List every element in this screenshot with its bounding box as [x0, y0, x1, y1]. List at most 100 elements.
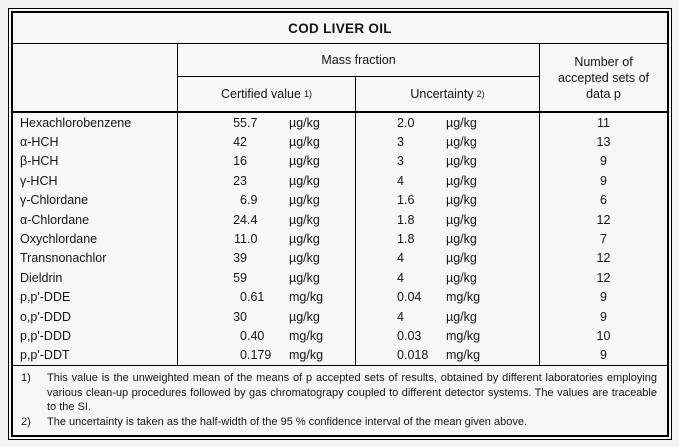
certified-value-unit: µg/kg — [289, 232, 320, 247]
footnote-1-label: 1) — [21, 372, 31, 384]
uncertainty-cell: 3 µg/kg — [356, 151, 540, 172]
certified-value-cell: 0.40 mg/kg — [178, 326, 356, 346]
table-header: Mass fraction Certified value 1) Uncertai… — [13, 44, 667, 113]
table-row: Transnonachlor 39 µg/kg 4 µg/kg 12 — [13, 248, 667, 269]
certified-value-unit: µg/kg — [289, 173, 320, 188]
footnote-1-text: This value is the unweighted mean of the… — [47, 372, 657, 413]
uncertainty-frac: .0 — [404, 115, 415, 130]
header-accepted-sets: Number of accepted sets of data p — [557, 54, 650, 101]
certified-value-int: 23 — [233, 173, 247, 188]
uncertainty-unit: µg/kg — [446, 193, 477, 208]
uncertainty-int: 4 — [397, 270, 404, 285]
analyte-name: Transnonachlor — [13, 248, 178, 269]
analyte-name: γ-HCH — [13, 171, 178, 191]
certified-value-frac: .7 — [247, 115, 258, 130]
table-row: γ-HCH 23 µg/kg 4 µg/kg 9 — [13, 171, 667, 191]
uncertainty-unit: mg/kg — [446, 290, 481, 305]
table-row: p,p'-DDD 0.40 mg/kg 0.03 mg/kg 10 — [13, 326, 667, 346]
certified-value-unit: µg/kg — [289, 212, 320, 227]
header-certified-value: Certified value 1) — [178, 77, 356, 111]
certified-value-int: 42 — [233, 135, 247, 150]
certified-value-unit: µg/kg — [289, 251, 320, 266]
certified-value-int: 55 — [233, 115, 247, 130]
table-title: COD LIVER OIL — [13, 13, 667, 44]
certified-value-cell: 0.61 mg/kg — [178, 287, 356, 307]
footnote-ref-1: 1) — [303, 89, 312, 99]
footnotes-section: 1) This value is the unweighted mean of … — [13, 365, 667, 435]
accepted-sets-count: 9 — [600, 173, 607, 188]
certificate-table: COD LIVER OIL Mass fraction Certified va… — [8, 8, 672, 440]
certified-value-int: 30 — [233, 309, 247, 324]
accepted-sets-count: 10 — [596, 328, 611, 343]
certified-value-int: 0 — [240, 348, 247, 363]
certified-value-frac: .179 — [247, 348, 272, 363]
certified-value-unit: µg/kg — [289, 309, 320, 324]
uncertainty-unit: mg/kg — [446, 348, 481, 363]
table-row: p,p'-DDE 0.61 mg/kg 0.04 mg/kg 9 — [13, 287, 667, 307]
table-row: β-HCH 16 µg/kg 3 µg/kg 9 — [13, 151, 667, 172]
accepted-sets-count: 9 — [600, 348, 607, 363]
uncertainty-unit: mg/kg — [446, 328, 481, 343]
header-certified-value-label: Certified value — [221, 87, 301, 101]
uncertainty-int: 0 — [397, 290, 404, 305]
uncertainty-frac: .8 — [404, 212, 415, 227]
certified-value-int: 0 — [240, 290, 247, 305]
accepted-sets-count: 11 — [597, 115, 610, 130]
accepted-sets-count: 9 — [600, 309, 607, 324]
table-row: α-HCH 42 µg/kg 3 µg/kg 13 — [13, 132, 667, 152]
table-body: Hexachlorobenzene 55.7 µg/kg 2.0 µg/kg 11 … — [13, 113, 667, 366]
accepted-sets-count: 9 — [600, 290, 607, 305]
certified-value-cell: 42 µg/kg — [178, 132, 356, 152]
uncertainty-unit: µg/kg — [446, 212, 477, 227]
analyte-name: α-Chlordane — [13, 209, 178, 230]
certified-value-cell: 39 µg/kg — [178, 248, 356, 269]
uncertainty-cell: 2.0 µg/kg — [356, 113, 540, 133]
analyte-name: α-HCH — [13, 132, 178, 152]
certified-value-unit: µg/kg — [289, 135, 320, 150]
header-uncertainty: Uncertainty 2) — [356, 77, 540, 111]
analyte-name: p,p'-DDE — [13, 287, 178, 307]
uncertainty-frac: .8 — [404, 232, 415, 247]
accepted-sets-count: 12 — [596, 212, 611, 227]
footnote-2: 2) The uncertainty is taken as the half-… — [21, 415, 657, 430]
uncertainty-int: 2 — [397, 115, 404, 130]
table-row: α-Chlordane 24.4 µg/kg 1.8 µg/kg 12 — [13, 209, 667, 230]
certified-value-int: 0 — [240, 328, 247, 343]
certified-value-cell: 59 µg/kg — [178, 268, 356, 288]
uncertainty-int: 3 — [397, 135, 404, 150]
uncertainty-unit: µg/kg — [446, 115, 477, 130]
analyte-name: Hexachlorobenzene — [13, 113, 178, 133]
uncertainty-int: 0 — [397, 328, 404, 343]
uncertainty-unit: µg/kg — [446, 309, 477, 324]
uncertainty-cell: 3 µg/kg — [356, 132, 540, 152]
uncertainty-int: 4 — [397, 309, 404, 324]
certified-value-cell: 24.4 µg/kg — [178, 209, 356, 230]
analyte-name: p,p'-DDD — [13, 326, 178, 346]
uncertainty-int: 1 — [397, 212, 404, 227]
uncertainty-unit: µg/kg — [446, 173, 477, 188]
footnote-2-label: 2) — [21, 415, 31, 428]
certified-value-cell: 0.179 mg/kg — [178, 345, 356, 366]
uncertainty-frac: .018 — [404, 348, 429, 363]
certified-value-cell: 16 µg/kg — [178, 151, 356, 172]
uncertainty-unit: µg/kg — [446, 251, 477, 266]
certified-value-frac: .9 — [247, 193, 258, 208]
certified-value-cell: 30 µg/kg — [178, 306, 356, 327]
certified-value-unit: mg/kg — [289, 348, 324, 363]
accepted-sets-count: 7 — [600, 232, 607, 247]
table-row: p,p'-DDT 0.179 mg/kg 0.018 mg/kg 9 — [13, 345, 667, 366]
certified-value-cell: 23 µg/kg — [178, 171, 356, 191]
uncertainty-int: 4 — [397, 251, 404, 266]
footnote-ref-2: 2) — [476, 89, 485, 99]
certified-value-unit: mg/kg — [289, 290, 324, 305]
uncertainty-frac: .6 — [404, 193, 415, 208]
header-uncertainty-label: Uncertainty — [410, 87, 474, 101]
footnote-1: 1) This value is the unweighted mean of … — [21, 371, 657, 415]
certified-value-frac: .0 — [247, 232, 258, 247]
uncertainty-cell: 1.8 µg/kg — [356, 229, 540, 249]
uncertainty-int: 1 — [397, 193, 404, 208]
analyte-name: β-HCH — [13, 151, 178, 172]
uncertainty-cell: 0.018 mg/kg — [356, 345, 540, 366]
accepted-sets-count: 9 — [600, 154, 607, 169]
uncertainty-cell: 1.8 µg/kg — [356, 209, 540, 230]
